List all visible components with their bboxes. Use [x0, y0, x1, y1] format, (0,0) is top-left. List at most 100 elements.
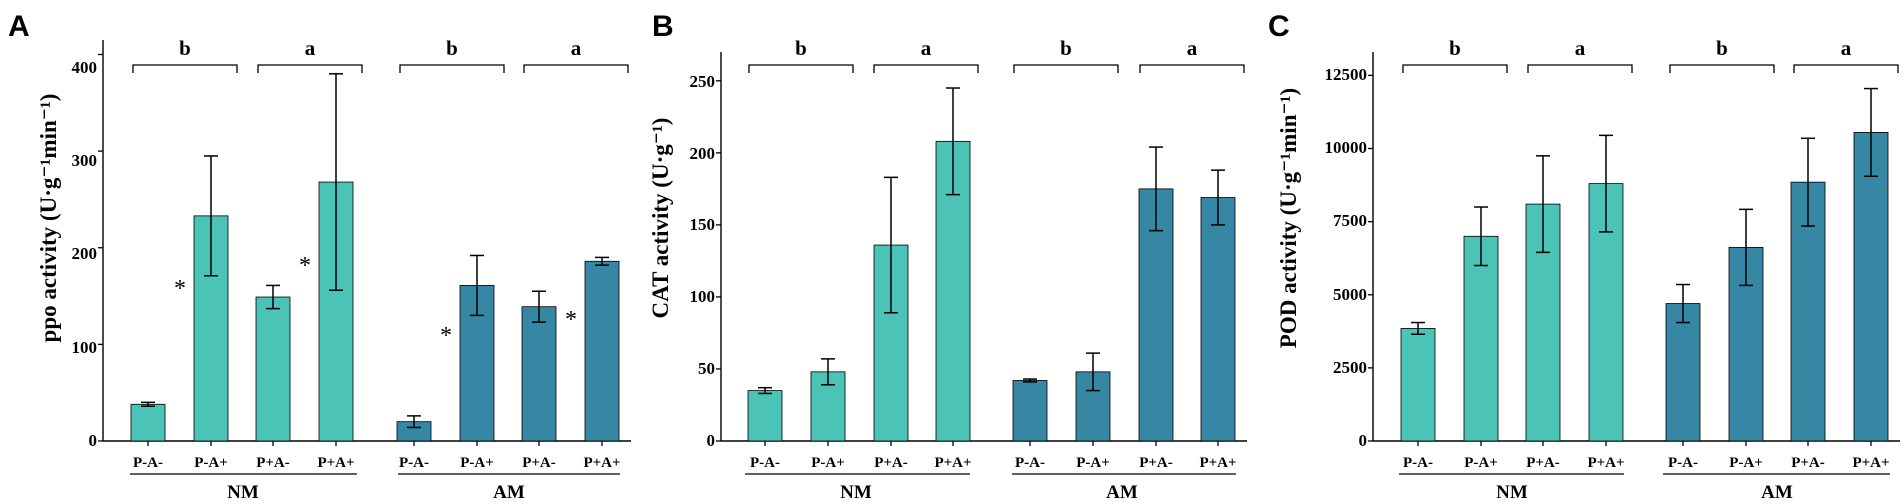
- panel-a-bracket: [523, 64, 629, 73]
- panel-b-y-tick-label: 250: [690, 72, 716, 91]
- panel-c-category-labels: P-A- P-A+ P+A- P+A+ P-A- P-A+ P+A- P+A+: [1403, 455, 1890, 471]
- panel-b-y-tick-label: 200: [690, 144, 716, 163]
- panel-b-y-ticks: 0 50 100 150 200 250: [690, 72, 716, 450]
- panel-c-significance-letter: a: [1575, 36, 1586, 60]
- panel-b-bracket: [873, 64, 979, 73]
- panel-b-y-tick-label: 150: [690, 215, 716, 234]
- panel-c-bracket: [1793, 64, 1899, 73]
- panel-c: C POD activity (U·g⁻¹min⁻¹) 0 2500 5000 …: [1268, 10, 1900, 503]
- panel-c-significance: b a b a: [1402, 36, 1899, 73]
- panel-a-significance-star: *: [565, 307, 577, 333]
- panel-a-bar: [255, 296, 291, 442]
- panel-c-bar: [1463, 235, 1499, 442]
- panel-a-category-label: P+A-: [522, 455, 556, 471]
- panel-a-group-labels: NM AM: [130, 473, 620, 503]
- panel-c-bar: [1853, 132, 1889, 442]
- panel-c-category-label: P+A-: [1526, 455, 1560, 471]
- panel-a-y-tick-label: 400: [72, 58, 98, 77]
- panel-c-category-label: P+A-: [1791, 455, 1825, 471]
- panel-b-category-label: P+A-: [1139, 455, 1173, 471]
- panel-a-significance-letter: b: [179, 36, 191, 60]
- panel-c-category-label: P+A+: [1852, 455, 1889, 471]
- panel-a-significance-letter: a: [305, 36, 316, 60]
- panel-b-category-label: P+A+: [1199, 455, 1236, 471]
- panel-a-category-label: P-A+: [460, 455, 494, 471]
- panel-c-y-tick-label: 7500: [1333, 211, 1367, 230]
- panel-a-significance-star: *: [174, 276, 186, 302]
- panel-a-significance-star: *: [440, 323, 452, 349]
- panel-a-bracket: [132, 64, 238, 73]
- panel-b-category-label: P+A-: [874, 455, 908, 471]
- panel-a-bar: [521, 306, 557, 442]
- panel-c-category-label: P-A-: [1668, 455, 1698, 471]
- panel-b-bracket: [748, 64, 854, 73]
- panel-a-letter: A: [8, 10, 30, 43]
- panel-b-significance-letter: b: [795, 36, 807, 60]
- panel-c-significance-letter: a: [1841, 36, 1852, 60]
- panel-c-y-tick-label: 12500: [1325, 65, 1368, 84]
- panel-b-y-tick-label: 100: [690, 287, 716, 306]
- panel-b-bracket: [1139, 64, 1245, 73]
- panel-c-y-tick-label: 2500: [1333, 358, 1367, 377]
- panel-c-significance-letter: b: [1449, 36, 1461, 60]
- panel-c-bar: [1400, 327, 1436, 442]
- panel-a-group-label-am: AM: [493, 482, 525, 503]
- panel-a-category-label: P-A-: [133, 455, 163, 471]
- panel-a-significance: b a b a: [132, 36, 629, 73]
- panel-b-y-axis-label: CAT activity (U·g⁻¹): [648, 118, 673, 319]
- panel-b-category-labels: P-A- P-A+ P+A- P+A+ P-A- P-A+ P+A- P+A+: [750, 455, 1237, 471]
- panel-a-y-tick-label: 200: [72, 244, 98, 263]
- panel-b-bracket: [1013, 64, 1119, 73]
- panel-b-bars: [716, 52, 1247, 446]
- panel-a-bracket: [257, 64, 363, 73]
- panel-a-significance-star: *: [299, 253, 311, 279]
- panel-c-y-tick-label: 5000: [1333, 285, 1367, 304]
- panel-b-bar: [1200, 197, 1236, 442]
- panel-b: B CAT activity (U·g⁻¹) 0 50 100 150 200 …: [648, 10, 1247, 503]
- panel-c-y-axis-label: POD activity (U·g⁻¹min⁻¹): [1276, 88, 1301, 348]
- panel-a-group-label-nm: NM: [227, 482, 259, 503]
- panel-a-category-label: P-A-: [399, 455, 429, 471]
- panel-b-y-tick-label: 50: [698, 359, 715, 378]
- panel-b-category-label: P-A-: [1015, 455, 1045, 471]
- panel-b-group-labels: NM AM: [745, 473, 1236, 503]
- panel-a-significance-letter: b: [446, 36, 458, 60]
- panel-b-bar: [747, 390, 783, 442]
- panel-a: A ppo activity (U·g⁻¹min⁻¹) 0 100 200 30…: [8, 10, 631, 503]
- panel-c-bar: [1665, 303, 1701, 442]
- panel-a-y-ticks: 0 100 200 300 400: [72, 58, 98, 450]
- panel-a-bracket: [399, 64, 505, 73]
- panel-c-group-label-am: AM: [1761, 482, 1793, 503]
- panel-b-letter: B: [652, 10, 674, 43]
- panel-a-bar: [584, 260, 620, 442]
- panel-a-y-tick-label: 0: [89, 431, 98, 450]
- panel-a-bars: * * * *: [98, 40, 631, 446]
- panel-c-y-ticks: 0 2500 5000 7500 10000 12500: [1325, 65, 1368, 450]
- panel-b-significance-letter: a: [1187, 36, 1198, 60]
- panel-c-bracket: [1527, 64, 1633, 73]
- panel-b-category-label: P-A-: [750, 455, 780, 471]
- panel-a-category-label: P+A+: [583, 455, 620, 471]
- panel-c-letter: C: [1268, 10, 1290, 43]
- panel-c-group-labels: NM AM: [1399, 473, 1890, 503]
- panel-c-category-label: P-A+: [1464, 455, 1498, 471]
- panel-a-category-label: P+A+: [317, 455, 354, 471]
- panel-a-category-label: P+A-: [256, 455, 290, 471]
- panel-c-bracket: [1669, 64, 1775, 73]
- panel-b-category-label: P-A+: [811, 455, 845, 471]
- panel-b-significance-letter: a: [921, 36, 932, 60]
- panel-c-category-label: P+A+: [1587, 455, 1624, 471]
- panel-c-bars: [1368, 52, 1900, 446]
- panel-b-group-label-am: AM: [1106, 482, 1138, 503]
- panel-b-category-label: P-A+: [1076, 455, 1110, 471]
- panel-a-bar: [130, 403, 166, 442]
- panel-b-y-tick-label: 0: [707, 431, 716, 450]
- panel-b-significance: b a b a: [748, 36, 1245, 73]
- panel-c-category-label: P-A-: [1403, 455, 1433, 471]
- panel-c-group-label-nm: NM: [1496, 482, 1528, 503]
- panel-c-significance-letter: b: [1716, 36, 1728, 60]
- panel-c-bracket: [1402, 64, 1508, 73]
- panel-a-significance-letter: a: [571, 36, 582, 60]
- panel-c-y-tick-label: 10000: [1325, 138, 1368, 157]
- panel-b-bar: [1012, 380, 1048, 442]
